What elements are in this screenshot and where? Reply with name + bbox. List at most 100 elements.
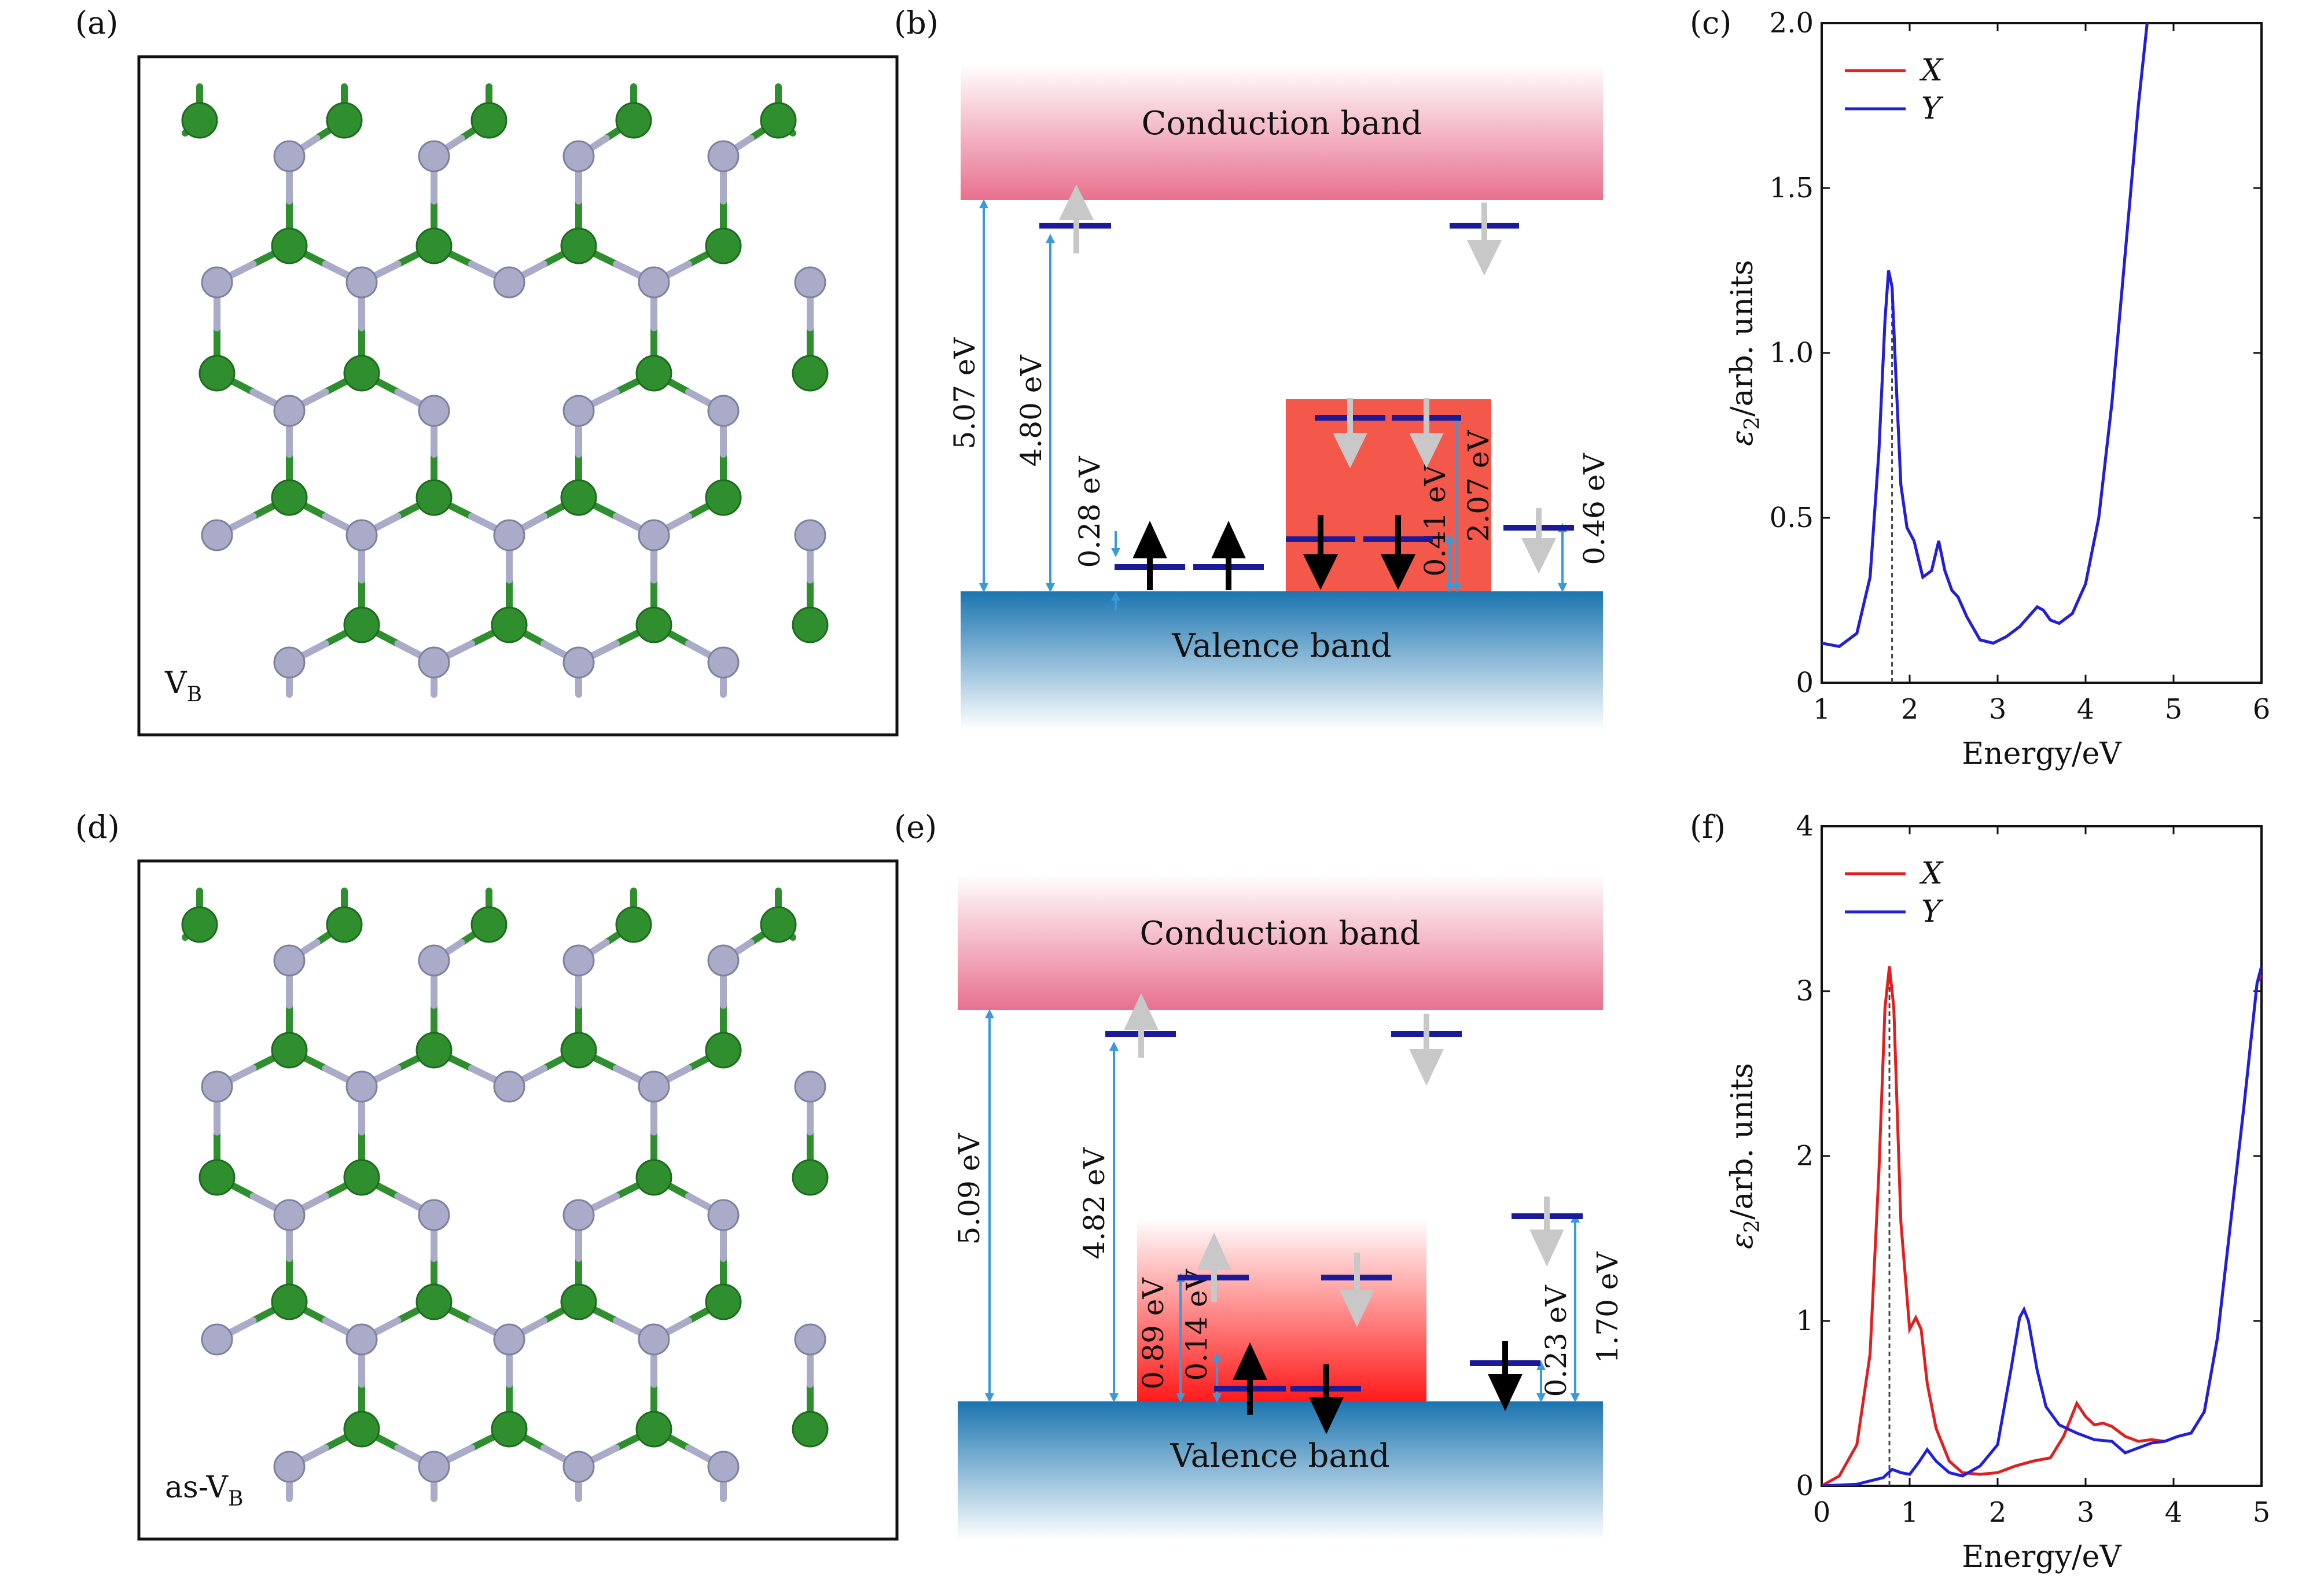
spin-down-light-icon [1332,398,1368,469]
nitrogen-atom [707,646,740,679]
nitrogen-atom [794,1323,826,1356]
x-tick-label: 3 [2077,1496,2095,1529]
energy-label-e-2: 0.89 eV [1137,1278,1170,1390]
energy-label-b-4: 2.07 eV [1462,430,1495,542]
nitrogen-atom [273,944,306,977]
boron-atom [343,1411,380,1448]
boron-atom [198,1159,236,1196]
boron-atom [181,906,218,943]
nitrogen-atom [707,1199,740,1231]
boron-atom [792,1159,829,1196]
panel-label-e: (e) [894,809,937,845]
x-tick-label: 6 [2253,693,2271,726]
series-line-y [1822,23,2149,648]
spin-up-light-icon [1124,993,1159,1058]
panel-label-c: (c) [1690,5,1731,41]
spin-down-light-icon [1529,1197,1564,1267]
nitrogen-atom [418,1199,450,1231]
x-tick-label: 2 [1901,693,1919,726]
boron-atom [705,1283,742,1320]
nitrogen-atom [201,1070,233,1103]
nitrogen-atom [562,395,595,427]
energy-label-e-0: 5.09 eV [953,1133,986,1245]
spin-down-dark-icon [1309,1364,1344,1434]
spin-down-light-icon [1466,203,1502,276]
boron-atom [326,102,363,139]
energy-label-b-5: 0.46 eV [1577,453,1611,565]
x-tick-label: 1 [1813,693,1831,726]
y-axis-label: ε2/arb. units [1725,260,1764,446]
boron-atom [415,479,453,516]
boron-atom [635,1411,672,1448]
y-tick-label: 0 [1796,1470,1814,1502]
y-tick-label: 0 [1796,667,1814,699]
nitrogen-atom [493,1323,525,1356]
x-tick-label: 0 [1813,1496,1831,1529]
nitrogen-atom [707,944,740,977]
boron-atom [271,1283,308,1320]
nitrogen-atom [201,1323,233,1356]
energy-label-e-1: 4.82 eV [1078,1147,1111,1260]
valence-band-e [958,1401,1603,1540]
energy-label-b-3: 0.41 eV [1418,465,1452,577]
spin-up-light-icon [1058,184,1094,253]
spin-down-light-icon [1521,508,1557,574]
y-tick-label: 3 [1796,975,1814,1007]
spin-arrows-b [1058,184,1557,590]
spin-up-dark-icon [1211,520,1246,590]
series-line-y [1822,966,2262,1486]
energy-label-e-4: 0.23 eV [1539,1285,1573,1397]
energy-label-b-2: 0.28 eV [1073,456,1106,568]
boron-atom [792,355,829,392]
boron-atom [705,227,742,264]
legend-label: X [1919,856,1944,891]
y-tick-label: 2 [1796,1140,1814,1172]
nitrogen-atom [493,1070,525,1103]
nitrogen-atom [493,266,525,299]
lattice-panel-d: as-VB [137,859,899,1541]
panel-label-b: (b) [894,5,939,41]
valence-band-label-e: Valence band [1170,1437,1389,1475]
y-tick-label: 1 [1796,1305,1814,1337]
boron-atom [326,906,363,943]
panel-label-f: (f) [1690,809,1726,845]
band-diagram-e: Conduction band Valence band 5.09 eV 4.8… [953,874,1624,1540]
nitrogen-atom [794,266,826,299]
boron-atom [415,1283,453,1320]
boron-atom [415,227,453,264]
boron-atom [705,479,742,516]
spin-down-dark-icon [1488,1341,1523,1411]
nitrogen-atom [418,1451,450,1483]
x-tick-label: 1 [1901,1496,1919,1529]
spin-arrows-e [1124,993,1564,1434]
y-tick-label: 0.5 [1770,502,1814,534]
energy-label-b-1: 4.80 eV [1014,355,1048,467]
boron-atom [560,1283,597,1320]
nitrogen-atom [345,1323,378,1356]
boron-atom [560,479,597,516]
spin-up-dark-icon [1233,1342,1267,1415]
defect-tag-a: VB [164,666,202,706]
boron-atom [491,606,528,643]
nitrogen-atom [638,1070,670,1103]
nitrogen-atom [273,646,306,679]
spin-down-light-icon [1409,1014,1444,1086]
valence-band-b [961,591,1603,730]
nitrogen-atom [273,140,306,172]
nitrogen-atom [562,140,595,172]
x-tick-label: 4 [2077,693,2095,726]
spin-up-light-icon [1197,1232,1231,1302]
panel-label-d: (d) [75,809,120,845]
boron-atom [615,102,652,139]
nitrogen-atom [418,395,450,427]
conduction-band-e [958,874,1603,1010]
x-tick-label: 5 [2165,693,2183,726]
spin-up-dark-icon [1132,520,1167,590]
nitrogen-atom [273,395,306,427]
nitrogen-atom [345,266,378,299]
nitrogen-atom [562,944,595,977]
energy-label-e-5: 1.70 eV [1591,1252,1624,1364]
boron-atom [343,606,380,643]
legend-label: X [1919,53,1944,88]
